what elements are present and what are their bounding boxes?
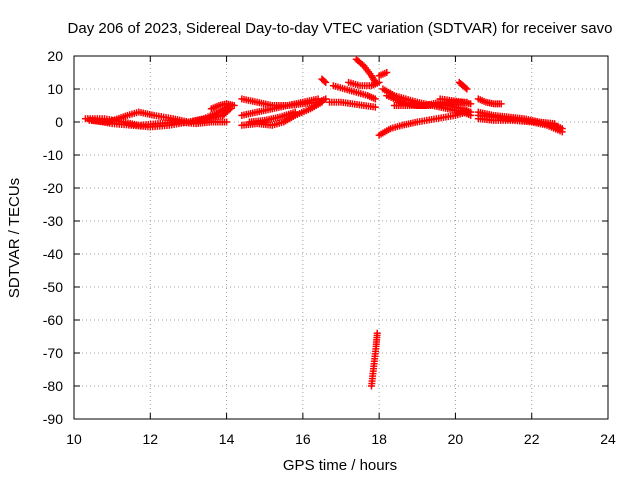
data-point-arc-9: [322, 78, 330, 86]
data-point-arc-6: [318, 98, 326, 106]
y-tick-label: -60: [43, 312, 63, 328]
data-point-arc-20: [463, 85, 471, 93]
grid-lines: [74, 56, 608, 419]
x-tick-label: 22: [524, 431, 540, 447]
data-point-arc-13: [371, 78, 379, 86]
data-point-arc-20: [462, 84, 470, 92]
data-point-arc-8: [291, 108, 299, 116]
y-tick-label: 10: [47, 81, 63, 97]
y-axis-label: SDTVAR / TECUs: [6, 178, 23, 298]
data-point-arc-3: [225, 106, 233, 114]
data-point-arc-23: [558, 128, 566, 136]
x-tick-label: 20: [448, 431, 464, 447]
y-tick-label: -40: [43, 246, 63, 262]
data-point-arc-17: [467, 111, 475, 119]
x-tick-label: 14: [219, 431, 235, 447]
x-axis-label: GPS time / hours: [283, 457, 397, 474]
y-tick-label: 0: [55, 114, 63, 130]
y-tick-label: -70: [43, 345, 63, 361]
x-tick-label: 18: [371, 431, 387, 447]
x-tick-label: 10: [66, 431, 82, 447]
data-point-arc-24: [551, 120, 559, 128]
data-points: [81, 55, 566, 390]
chart-title: Day 206 of 2023, Sidereal Day-to-day VTE…: [68, 20, 613, 37]
x-tick-label: 24: [600, 431, 616, 447]
data-point-arc-5: [322, 95, 330, 103]
axis-ticks: 10 12 14 16 18 20 22 24 20 10 0 -10 -20 -30 -40 -50 -60 -…: [43, 48, 616, 447]
y-tick-label: -90: [43, 411, 63, 427]
data-point-arc-7: [314, 95, 322, 103]
y-tick-label: -10: [43, 147, 63, 163]
plot-frame: [73, 55, 609, 420]
data-point-arc-10: [371, 103, 379, 111]
data-point-arc-19: [467, 100, 475, 108]
data-point-arc-4: [230, 102, 238, 109]
y-tick-label: 20: [47, 48, 63, 64]
data-point-arc-11: [371, 95, 379, 103]
data-point-arc-9: [320, 77, 328, 85]
x-tick-label: 16: [295, 431, 311, 447]
data-point-arc-1: [223, 118, 231, 126]
y-tick-label: -50: [43, 279, 63, 295]
data-point-arc-25: [373, 329, 381, 337]
y-tick-label: -30: [43, 213, 63, 229]
x-tick-label: 12: [142, 431, 158, 447]
y-tick-label: -80: [43, 378, 63, 394]
data-point-arc-21: [497, 100, 505, 108]
data-point-arc-14: [383, 69, 391, 76]
y-tick-label: -20: [43, 180, 63, 196]
